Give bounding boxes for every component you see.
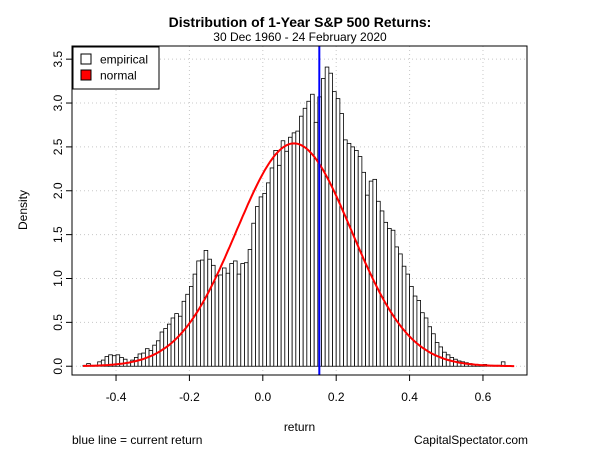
- histogram-bar: [192, 273, 198, 367]
- histogram-bar: [376, 200, 381, 367]
- histogram-bar: [310, 93, 315, 367]
- histogram-bar: [200, 259, 205, 367]
- histogram-bar: [354, 150, 359, 367]
- histogram-bar: [405, 273, 410, 367]
- histogram-bar: [148, 350, 154, 367]
- normal-density-curve: [82, 142, 515, 368]
- histogram-bar: [229, 263, 234, 367]
- histogram-bar: [335, 98, 341, 367]
- histogram-bar: [390, 229, 396, 367]
- histogram-bar: [394, 246, 399, 367]
- histogram-bar: [119, 357, 124, 367]
- histogram-bar: [251, 222, 256, 367]
- histogram-bar: [189, 285, 194, 367]
- chart-title: Distribution of 1-Year S&P 500 Returns:: [168, 14, 432, 30]
- histogram-bar: [225, 272, 231, 367]
- histogram-bar: [218, 274, 223, 367]
- histogram-bar: [387, 228, 392, 367]
- histogram-bar: [222, 267, 227, 367]
- histogram-bar: [247, 249, 253, 367]
- legend-label-normal: normal: [100, 69, 137, 83]
- histogram-bar: [258, 196, 264, 367]
- histogram-bar: [280, 140, 286, 367]
- source-credit: CapitalSpectator.com: [413, 433, 528, 447]
- histogram-bar: [361, 171, 366, 367]
- y-axis: 0.0 0.5 1.0 1.5 2.0 2.5 3.0 3.5: [51, 50, 73, 375]
- x-tick-label: 0.4: [401, 390, 418, 404]
- footer-note: blue line = current return: [72, 433, 203, 447]
- histogram-bar: [416, 300, 421, 367]
- histogram-bar: [409, 285, 414, 367]
- histogram-bar: [203, 250, 209, 367]
- histogram-bar: [357, 156, 363, 367]
- x-tick-label: 0.2: [328, 390, 345, 404]
- histogram-bar: [284, 150, 289, 367]
- histogram-bar: [269, 167, 275, 367]
- histogram-bar: [181, 300, 187, 367]
- histogram-bar: [321, 78, 326, 367]
- histogram-bar: [401, 265, 407, 367]
- x-tick-label: -0.2: [179, 390, 200, 404]
- y-tick-label: 2.0: [51, 182, 65, 199]
- histogram-bar: [343, 139, 348, 367]
- histogram-bar: [291, 132, 297, 367]
- legend-key-empirical: [80, 53, 92, 65]
- histogram-bars: [82, 66, 506, 367]
- histogram-bar: [255, 206, 260, 367]
- histogram-bar: [332, 91, 337, 367]
- x-tick-label: -0.4: [106, 390, 127, 404]
- histogram-bar: [244, 262, 249, 367]
- histogram-bar: [427, 326, 432, 367]
- histogram-bar: [365, 194, 370, 367]
- histogram-bar: [306, 100, 311, 367]
- histogram-bar: [346, 142, 352, 367]
- y-tick-label: 3.5: [51, 50, 65, 67]
- legend-key-normal: [80, 69, 92, 81]
- x-axis: -0.4 -0.2 0.0 0.2 0.4 0.6: [106, 374, 492, 404]
- histogram-bar: [277, 164, 282, 367]
- histogram-bar: [214, 275, 220, 367]
- histogram-bar: [379, 210, 385, 367]
- histogram-bar: [420, 312, 425, 367]
- histogram-bar: [207, 258, 212, 367]
- y-tick-label: 2.5: [51, 138, 65, 155]
- histogram-bar: [339, 113, 344, 367]
- histogram-bar: [240, 263, 245, 367]
- histogram-bar: [262, 192, 267, 367]
- y-tick-label: 0.5: [51, 314, 65, 331]
- histogram-bar: [398, 253, 403, 367]
- x-axis-label: return: [284, 420, 315, 434]
- histogram-bar: [266, 182, 271, 367]
- histogram-bar: [372, 178, 377, 367]
- histogram-bar: [236, 273, 242, 367]
- y-tick-label: 1.5: [51, 226, 65, 243]
- histogram-bar: [288, 136, 293, 367]
- histogram-bar: [178, 315, 183, 367]
- x-tick-label: 0.6: [475, 390, 492, 404]
- histogram-bar: [328, 72, 333, 367]
- y-tick-label: 1.0: [51, 270, 65, 287]
- histogram-bar: [233, 260, 238, 367]
- y-tick-label: 3.0: [51, 94, 65, 111]
- histogram-bar: [299, 115, 304, 367]
- histogram-bar: [295, 130, 300, 367]
- histogram-bar: [273, 150, 278, 367]
- legend-label-empirical: empirical: [100, 53, 148, 67]
- y-axis-label: Density: [16, 190, 30, 230]
- histogram-bar: [350, 146, 355, 367]
- x-tick-label: 0.0: [254, 390, 271, 404]
- histogram-bar: [324, 66, 330, 367]
- chart-subtitle: 30 Dec 1960 - 24 February 2020: [213, 30, 387, 44]
- histogram-bar: [431, 333, 436, 367]
- y-tick-label: 0.0: [51, 358, 65, 375]
- histogram-bar: [412, 295, 418, 367]
- histogram-bar: [423, 317, 429, 367]
- histogram-bar: [185, 293, 190, 367]
- legend: empirical normal: [72, 46, 160, 90]
- histogram-bar: [383, 221, 388, 367]
